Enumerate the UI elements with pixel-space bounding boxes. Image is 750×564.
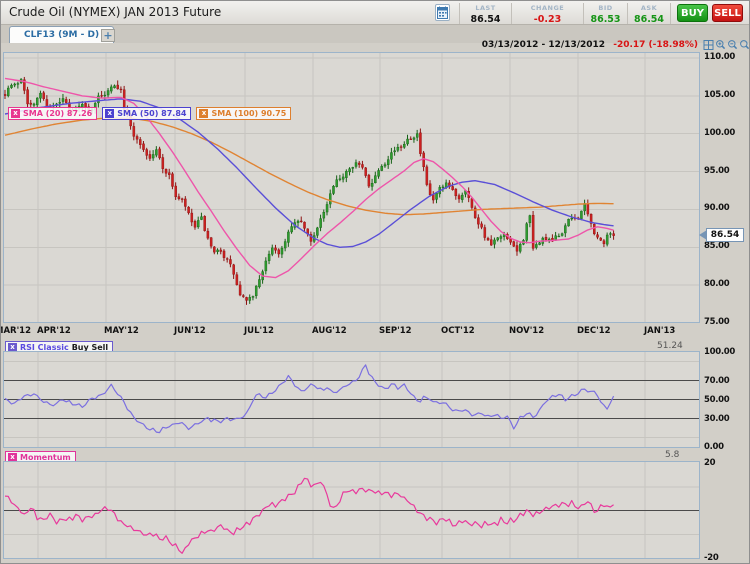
momentum-axis-label: 20 (704, 458, 716, 468)
rsi-buysell-label: Buy Sell (71, 342, 109, 352)
rsi-value: 51.24 (657, 341, 683, 351)
sma-legend-1: x SMA (50) 87.84 (102, 107, 192, 120)
price-axis-label: 100.00 (704, 127, 736, 138)
momentum-legend-label: Momentum (20, 452, 71, 462)
time-axis-label: MAR'12 (1, 326, 32, 336)
sell-button[interactable]: SELL (712, 4, 743, 22)
sma-legend-close-icon[interactable]: x (199, 109, 209, 118)
time-axis-label: DEC'12 (577, 326, 611, 336)
sma-legend-label: SMA (100) 90.75 (211, 109, 287, 118)
sma-legend-label: SMA (20) 87.26 (23, 109, 93, 118)
time-axis-label: AUG'12 (312, 326, 347, 336)
price-chart[interactable]: x SMA (20) 87.26 x SMA (50) 87.84 x SMA (100)… (3, 52, 700, 323)
time-axis-label: MAY'12 (104, 326, 139, 336)
change-label: CHANGE (530, 4, 565, 12)
sma-legend-2: x SMA (100) 90.75 (196, 107, 292, 120)
price-axis-label: 95.00 (704, 165, 730, 176)
momentum-axis-label: -20 (704, 553, 719, 563)
chart-toolbar (703, 39, 750, 51)
last-value: 86.54 (470, 14, 501, 25)
last-price-marker: 86.54 (699, 228, 744, 242)
rsi-close-icon[interactable]: x (8, 342, 17, 352)
price-axis-label: 105.00 (704, 89, 736, 100)
time-axis-label: JAN'13 (644, 326, 676, 336)
range-row: 03/13/2012 - 12/13/2012 -20.17 (-18.98%) (1, 40, 698, 50)
momentum-value: 5.8 (665, 450, 680, 460)
price-axis-label: 110.00 (704, 51, 736, 62)
momentum-close-icon[interactable]: x (8, 452, 17, 462)
rsi-axis-label: 30.00 (704, 413, 730, 424)
sma-legend-close-icon[interactable]: x (11, 109, 20, 118)
buy-button[interactable]: BUY (677, 4, 708, 22)
sma-legend-0: x SMA (20) 87.26 (8, 107, 98, 120)
zoom-in-icon[interactable] (715, 39, 726, 51)
quote-bid: BID 86.53 (583, 3, 627, 25)
add-tab-button[interactable]: + (101, 29, 115, 42)
sma-legend-close-icon[interactable]: x (105, 109, 115, 118)
price-axis-label: 90.00 (704, 203, 730, 214)
header-bar: Crude Oil (NYMEX) JAN 2013 Future LAST 8… (1, 1, 749, 36)
rsi-chart[interactable] (3, 351, 700, 448)
price-axis-label: 85.00 (704, 241, 730, 252)
price-axis-label: 75.00 (704, 316, 730, 327)
time-axis-label: OCT'12 (441, 326, 475, 336)
time-axis-label: JUL'12 (244, 326, 274, 336)
date-range: 03/13/2012 - 12/13/2012 (481, 40, 606, 50)
zoom-out-icon[interactable] (727, 39, 738, 51)
tab-bar: CLF13 (9M - D) + (1, 25, 749, 43)
overlay-legends: x SMA (20) 87.26 x SMA (50) 87.84 x SMA (100)… (8, 107, 292, 120)
last-label: LAST (475, 4, 496, 12)
candlestick-canvas (4, 53, 699, 322)
rsi-axis-label: 50.00 (704, 394, 730, 405)
quote-change: CHANGE -0.23 (-0.27%) (511, 3, 583, 36)
calendar-icon-glyph (437, 6, 448, 19)
time-axis-label: SEP'12 (379, 326, 412, 336)
rsi-axis-label: 0.00 (704, 442, 724, 452)
calendar-icon[interactable] (435, 4, 450, 21)
zoom-box-icon[interactable] (703, 39, 714, 51)
zoom-reset-icon[interactable] (739, 39, 750, 51)
quote-ask: ASK 86.54 (627, 3, 671, 25)
time-axis-label: APR'12 (37, 326, 71, 336)
momentum-canvas (4, 462, 699, 558)
bid-value: 86.53 (590, 14, 621, 25)
ask-value: 86.54 (633, 14, 665, 25)
price-axis-label: 80.00 (704, 279, 730, 290)
ask-label: ASK (640, 4, 658, 12)
time-axis-label: NOV'12 (509, 326, 545, 336)
quote-last: LAST 86.54 (459, 3, 511, 25)
rsi-canvas (4, 352, 699, 447)
rsi-legend-label: RSI Classic (20, 342, 69, 352)
time-axis-label: JUN'12 (174, 326, 206, 336)
instrument-title: Crude Oil (NYMEX) JAN 2013 Future (9, 5, 222, 19)
range-change: -20.17 (-18.98%) (613, 40, 698, 50)
momentum-chart[interactable] (3, 461, 700, 559)
bid-label: BID (598, 4, 613, 12)
rsi-axis-label: 100.00 (704, 347, 736, 357)
rsi-axis-label: 70.00 (704, 375, 730, 386)
sma-legend-label: SMA (50) 87.84 (117, 109, 187, 118)
